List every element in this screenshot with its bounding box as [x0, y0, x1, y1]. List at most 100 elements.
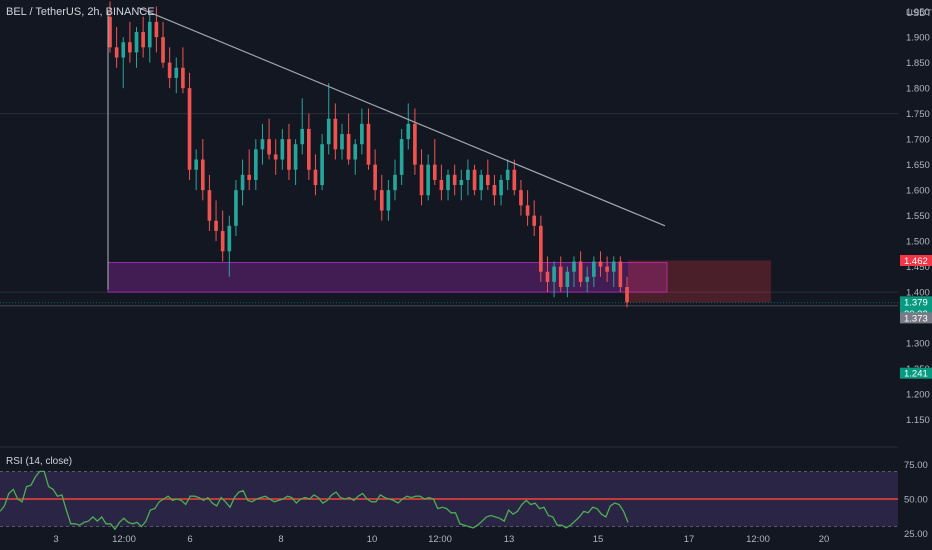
candle-body — [452, 174, 457, 186]
target-tag: 1.241 — [904, 369, 928, 380]
price-tick-label: 1.200 — [906, 390, 930, 401]
candle-body — [333, 118, 338, 150]
candle-body — [273, 154, 278, 160]
rsi-tick-label: 25.00 — [904, 529, 928, 540]
candle-body — [313, 169, 318, 186]
candle-body — [539, 225, 543, 272]
candle-body — [181, 67, 185, 89]
rsi-tick-label: 75.00 — [904, 460, 928, 471]
candle-body — [320, 144, 324, 186]
candle-body — [366, 123, 371, 165]
price-tick-label: 1.700 — [906, 135, 930, 146]
candle-body — [413, 123, 417, 165]
demand-zone — [107, 262, 668, 293]
time-tick-label: 10 — [367, 534, 378, 545]
current-price-tag: 1.379 — [904, 297, 928, 308]
candle-body — [307, 128, 311, 170]
candle-body — [194, 159, 198, 170]
time-tick-label: 3 — [53, 534, 58, 545]
candle-body — [419, 164, 424, 196]
candle-body — [625, 287, 629, 303]
price-tick-label: 1.800 — [906, 84, 930, 95]
candle-body — [611, 261, 616, 272]
price-tick-label: 1.300 — [906, 339, 930, 350]
candle-body — [220, 230, 225, 252]
candle-body — [432, 164, 437, 180]
candle-body — [187, 88, 192, 170]
candle-body — [505, 169, 510, 180]
current-price-tag-bg — [900, 296, 932, 308]
symbol-title[interactable]: BEL / TetherUS, 2h, BINANCE — [6, 6, 155, 18]
price-tick-label: 1.900 — [906, 33, 930, 44]
candle-body — [108, 16, 112, 48]
price-tick-label: 1.750 — [906, 109, 930, 120]
candle-body — [426, 164, 430, 196]
time-tick-label: 12:00 — [746, 534, 770, 545]
candle-body — [167, 62, 172, 78]
candle-body — [552, 266, 556, 282]
price-tick-label: 1.150 — [906, 415, 930, 426]
candle-body — [578, 261, 583, 282]
candle-body — [147, 21, 152, 48]
candle-body — [234, 190, 238, 226]
candle-body — [174, 67, 179, 78]
time-tick-label: 20 — [819, 534, 830, 545]
candle-body — [592, 261, 596, 277]
candle-body — [346, 134, 351, 160]
candle-body — [128, 42, 132, 53]
candle-body — [446, 174, 450, 191]
candle-body — [565, 271, 570, 288]
candle-body — [466, 169, 470, 180]
overlays-layer — [107, 7, 666, 290]
target-tag-bg — [900, 367, 932, 379]
candle-body — [280, 139, 285, 160]
candle-body — [207, 190, 212, 221]
candle-body — [393, 174, 397, 191]
candle-body — [200, 159, 205, 191]
candle-body — [386, 190, 391, 211]
candle-body — [459, 179, 464, 186]
rsi-tick-label: 50.00 — [904, 495, 928, 506]
candle-body — [253, 149, 258, 180]
candle-body — [472, 169, 477, 191]
candle-body — [161, 37, 165, 63]
candle-body — [379, 190, 384, 211]
candles-layer — [108, 1, 629, 308]
candle-body — [406, 123, 411, 140]
axis-background — [898, 0, 932, 550]
candle-body — [605, 266, 609, 272]
candle-body — [525, 205, 530, 216]
zones-layer — [0, 260, 898, 307]
rsi-label[interactable]: RSI (14, close) — [6, 456, 73, 467]
price-tick-label: 1.400 — [906, 288, 930, 299]
price-tick-label: 1.500 — [906, 237, 930, 248]
candle-body — [585, 276, 590, 282]
time-axis[interactable]: 3 12:00 6 8 10 12:00 13 15 17 12:00 20 — [53, 534, 829, 545]
candle-body — [287, 139, 291, 170]
price-tick-label: 1.650 — [906, 160, 930, 171]
candle-body — [340, 134, 344, 150]
candle-body — [141, 32, 145, 48]
time-tick-label: 6 — [187, 534, 192, 545]
candle-body — [134, 32, 139, 53]
stop-zone — [628, 260, 771, 303]
candle-body — [499, 179, 503, 196]
candle-body — [240, 174, 245, 191]
candle-body — [214, 220, 218, 231]
stop-tag-bg — [900, 255, 932, 267]
entry-tag: 1.373 — [904, 313, 928, 324]
candle-body — [353, 144, 358, 160]
price-tick-label: 1.550 — [906, 211, 930, 222]
candle-body — [114, 47, 119, 58]
time-tick-label: 12:00 — [428, 534, 452, 545]
price-axis[interactable]: 1.950 1.900 1.850 1.800 1.750 1.700 1.650 1.600… — [898, 0, 932, 550]
candle-body — [260, 139, 265, 150]
price-tick-label: 1.850 — [906, 58, 930, 69]
candle-body — [293, 144, 298, 170]
currency-label: USDT — [906, 8, 932, 19]
stop-tag: 1.462 — [904, 256, 928, 267]
candle-body — [532, 215, 537, 226]
price-tick-label: 1.450 — [906, 262, 930, 273]
candle-body — [154, 21, 159, 38]
